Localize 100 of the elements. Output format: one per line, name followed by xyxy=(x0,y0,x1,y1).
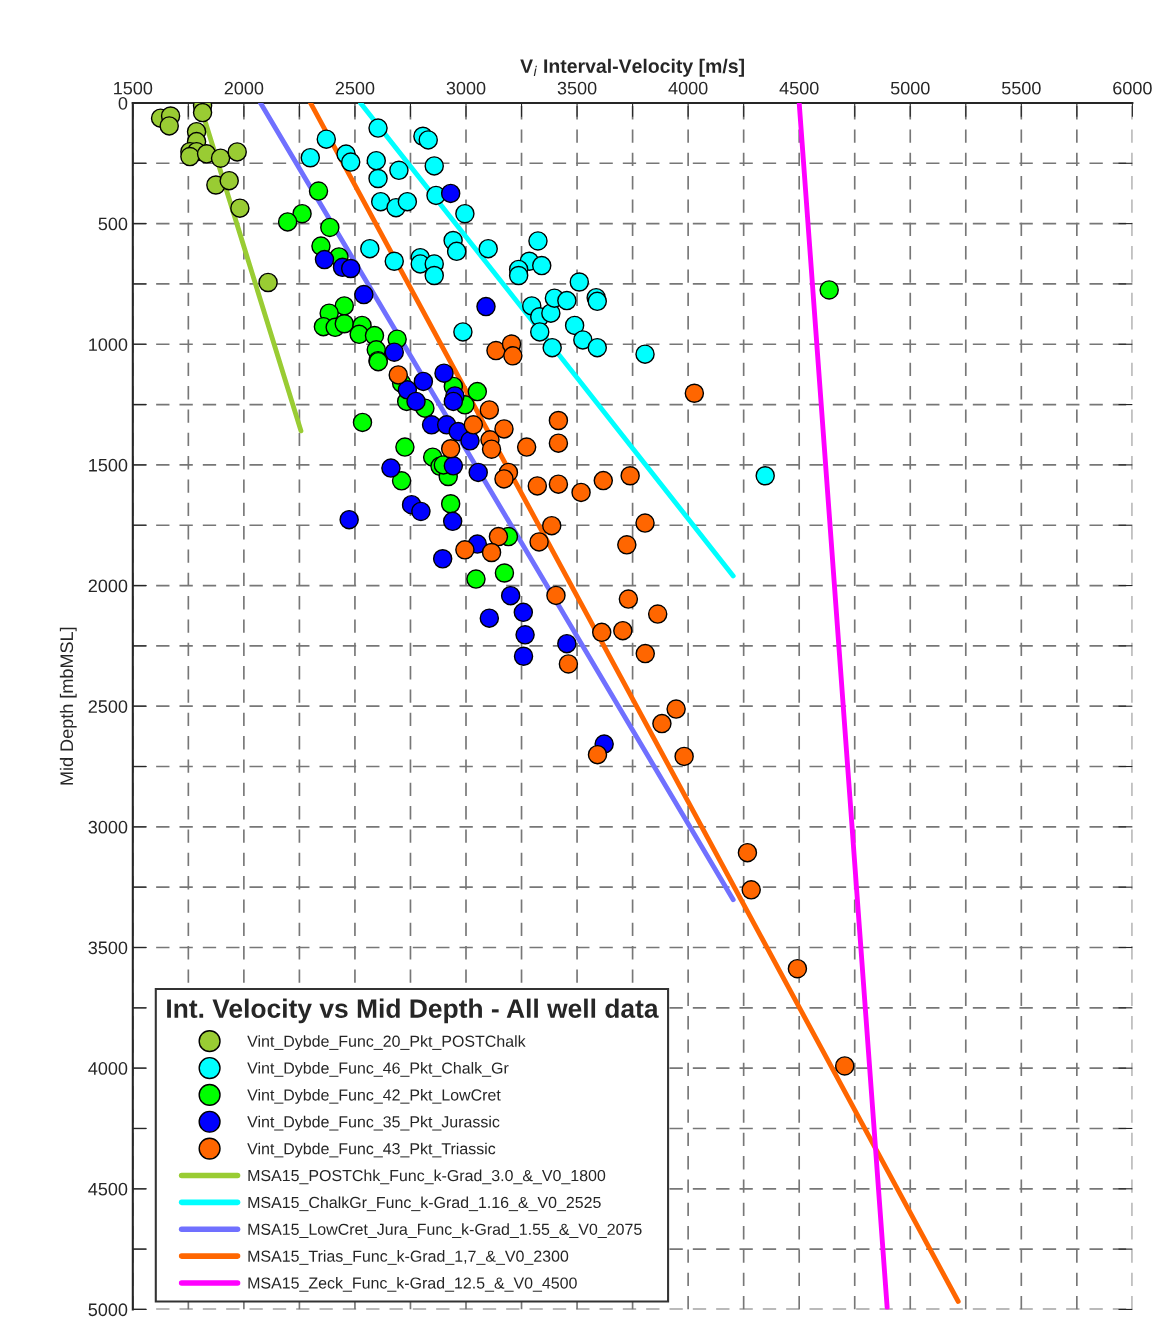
point xyxy=(620,466,640,486)
point xyxy=(389,160,409,181)
point xyxy=(591,622,612,643)
y-tick-label: 4500 xyxy=(88,1182,128,1196)
legend-label: MSA15_POSTChk_Func_k-Grad_3.0_&_V0_1800 xyxy=(248,1169,606,1185)
point xyxy=(314,249,335,270)
point xyxy=(467,381,488,402)
point xyxy=(494,563,515,583)
point xyxy=(569,272,590,292)
legend-label: Vint_Dybde_Func_46_Pkt_Chalk_Gr xyxy=(247,1062,509,1077)
point xyxy=(819,280,839,300)
point xyxy=(618,589,639,609)
point xyxy=(557,290,577,311)
point xyxy=(230,198,250,218)
point xyxy=(834,1056,855,1076)
point xyxy=(787,958,808,979)
point xyxy=(460,431,480,451)
legend-label: Vint_Dybde_Func_20_Pkt_POSTChalk xyxy=(247,1035,526,1051)
point xyxy=(368,118,388,138)
point xyxy=(529,532,549,552)
point xyxy=(548,474,569,494)
point xyxy=(453,322,473,342)
point xyxy=(159,116,179,136)
point xyxy=(434,363,454,383)
point xyxy=(516,437,537,457)
point xyxy=(500,585,521,606)
point xyxy=(548,433,569,453)
point xyxy=(647,604,668,624)
x-axis-title: V$_{i}$ Interval-Velocity [m/s] xyxy=(520,58,744,77)
point xyxy=(546,585,566,606)
point xyxy=(424,265,444,286)
point xyxy=(210,148,231,168)
point xyxy=(463,415,484,435)
point xyxy=(277,212,298,232)
legend-label: MSA15_Zeck_Func_k-Grad_12.5_&_V0_4500 xyxy=(248,1276,577,1292)
point xyxy=(548,410,569,431)
point xyxy=(541,515,562,536)
point xyxy=(446,241,467,262)
legend-label: MSA15_LowCret_Jura_Func_k-Grad_1.55_&_V0_2075 xyxy=(248,1223,642,1238)
point xyxy=(360,238,380,259)
point xyxy=(571,482,591,503)
point xyxy=(593,470,614,491)
y-tick-label: 1000 xyxy=(89,338,128,351)
point xyxy=(443,391,464,412)
y-axis-title: Mid Depth [mbMSL] xyxy=(59,627,77,785)
point xyxy=(481,439,502,459)
x-tick-label: 3000 xyxy=(446,81,486,95)
y-tick-label: 3500 xyxy=(88,941,128,955)
point xyxy=(755,466,775,486)
x-tick-label: 2500 xyxy=(335,81,375,95)
y-tick-label: 5000 xyxy=(88,1303,128,1317)
point xyxy=(494,419,514,439)
point xyxy=(635,643,656,664)
point xyxy=(573,330,593,350)
point xyxy=(384,342,405,362)
point xyxy=(340,152,361,172)
point xyxy=(440,183,461,204)
y-tick-label: 3000 xyxy=(88,820,128,834)
legend-label: Vint_Dybde_Func_42_Pkt_LowCret xyxy=(247,1088,501,1104)
point xyxy=(635,344,655,364)
y-tick-label: 0 xyxy=(118,96,128,110)
point xyxy=(366,150,387,171)
point xyxy=(370,191,391,212)
x-tick-label: 2000 xyxy=(224,81,264,95)
point xyxy=(395,437,415,457)
legend-label: MSA15_ChalkGr_Func_k-Grad_1.16_&_V0_2525 xyxy=(248,1196,601,1212)
point xyxy=(424,156,444,176)
point xyxy=(674,746,694,767)
x-tick-label: 5000 xyxy=(890,81,930,95)
point xyxy=(413,371,434,392)
legend-label: Vint_Dybde_Func_35_Pkt_Jurassic xyxy=(247,1115,500,1131)
point xyxy=(513,602,534,623)
point xyxy=(227,142,247,162)
point xyxy=(587,744,608,765)
legend-title: Int. Velocity vs Mid Depth - All well data xyxy=(167,998,659,1024)
point xyxy=(406,391,426,412)
y-tick-label: 1500 xyxy=(89,458,128,472)
point xyxy=(737,842,758,863)
point xyxy=(180,146,200,167)
point xyxy=(527,476,548,496)
point xyxy=(258,272,278,293)
point xyxy=(503,346,523,366)
point xyxy=(494,469,514,489)
point xyxy=(528,231,548,251)
x-tick-label: 5500 xyxy=(1001,81,1041,95)
point xyxy=(418,130,438,150)
y-tick-label: 2500 xyxy=(88,700,128,713)
y-tick-label: 2000 xyxy=(88,579,128,593)
point xyxy=(513,646,534,667)
point xyxy=(300,147,321,168)
point xyxy=(384,251,405,271)
point xyxy=(443,456,464,476)
point xyxy=(515,625,535,645)
point xyxy=(741,880,761,900)
point xyxy=(587,337,608,358)
y-tick-label: 4000 xyxy=(88,1062,128,1075)
point xyxy=(432,549,453,569)
x-tick-label: 1500 xyxy=(114,81,153,95)
point xyxy=(339,509,359,530)
x-tick-label: 6000 xyxy=(1113,81,1152,95)
